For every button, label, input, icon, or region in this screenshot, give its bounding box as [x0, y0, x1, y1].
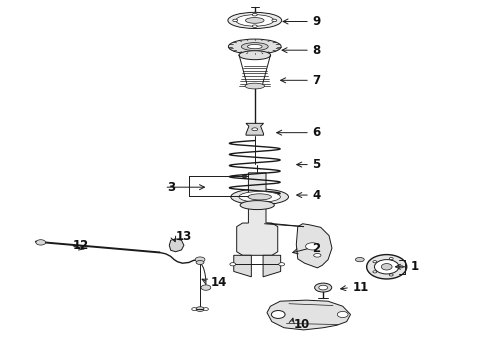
Text: 13: 13 [175, 230, 192, 243]
Ellipse shape [245, 18, 264, 23]
Polygon shape [234, 255, 251, 277]
Text: 7: 7 [313, 74, 320, 87]
Text: 9: 9 [313, 15, 320, 28]
Polygon shape [267, 300, 350, 330]
Ellipse shape [201, 285, 211, 290]
Text: 6: 6 [313, 126, 320, 139]
Polygon shape [296, 224, 332, 268]
Ellipse shape [242, 42, 268, 50]
Ellipse shape [272, 19, 277, 22]
Text: 12: 12 [73, 239, 89, 252]
Ellipse shape [271, 311, 285, 319]
Ellipse shape [203, 308, 208, 311]
Ellipse shape [373, 261, 377, 263]
Ellipse shape [233, 19, 238, 22]
Ellipse shape [367, 255, 407, 279]
Ellipse shape [239, 192, 280, 202]
Ellipse shape [242, 175, 247, 178]
Text: 4: 4 [313, 189, 320, 202]
Ellipse shape [315, 283, 332, 292]
Text: 2: 2 [313, 242, 320, 255]
Text: 14: 14 [211, 276, 227, 289]
Ellipse shape [196, 261, 204, 265]
Ellipse shape [230, 263, 236, 266]
Ellipse shape [252, 13, 257, 16]
Ellipse shape [374, 260, 399, 274]
Ellipse shape [231, 189, 289, 205]
Ellipse shape [252, 128, 258, 131]
Ellipse shape [236, 15, 274, 26]
Text: 5: 5 [313, 158, 320, 171]
Ellipse shape [245, 83, 265, 89]
Ellipse shape [239, 51, 270, 60]
Ellipse shape [306, 243, 319, 250]
Ellipse shape [247, 44, 262, 49]
Ellipse shape [228, 12, 282, 28]
Ellipse shape [252, 25, 257, 27]
Ellipse shape [314, 253, 321, 257]
Ellipse shape [196, 307, 204, 311]
Text: 8: 8 [313, 44, 320, 57]
Ellipse shape [319, 285, 328, 290]
Ellipse shape [279, 263, 285, 266]
Ellipse shape [381, 264, 392, 270]
Polygon shape [237, 173, 278, 255]
Text: 11: 11 [352, 281, 369, 294]
Ellipse shape [389, 257, 393, 260]
Ellipse shape [228, 39, 281, 54]
Text: 1: 1 [411, 260, 419, 273]
Ellipse shape [248, 194, 271, 200]
Ellipse shape [195, 257, 205, 262]
Polygon shape [246, 123, 264, 135]
Ellipse shape [355, 257, 364, 262]
Ellipse shape [389, 274, 393, 276]
Ellipse shape [373, 271, 377, 273]
Ellipse shape [192, 308, 196, 311]
Polygon shape [169, 239, 184, 252]
Ellipse shape [240, 201, 274, 210]
Text: 10: 10 [294, 318, 310, 331]
Ellipse shape [337, 311, 348, 318]
Ellipse shape [399, 266, 403, 268]
Polygon shape [263, 255, 281, 277]
Text: 3: 3 [167, 181, 175, 194]
Ellipse shape [36, 240, 46, 245]
